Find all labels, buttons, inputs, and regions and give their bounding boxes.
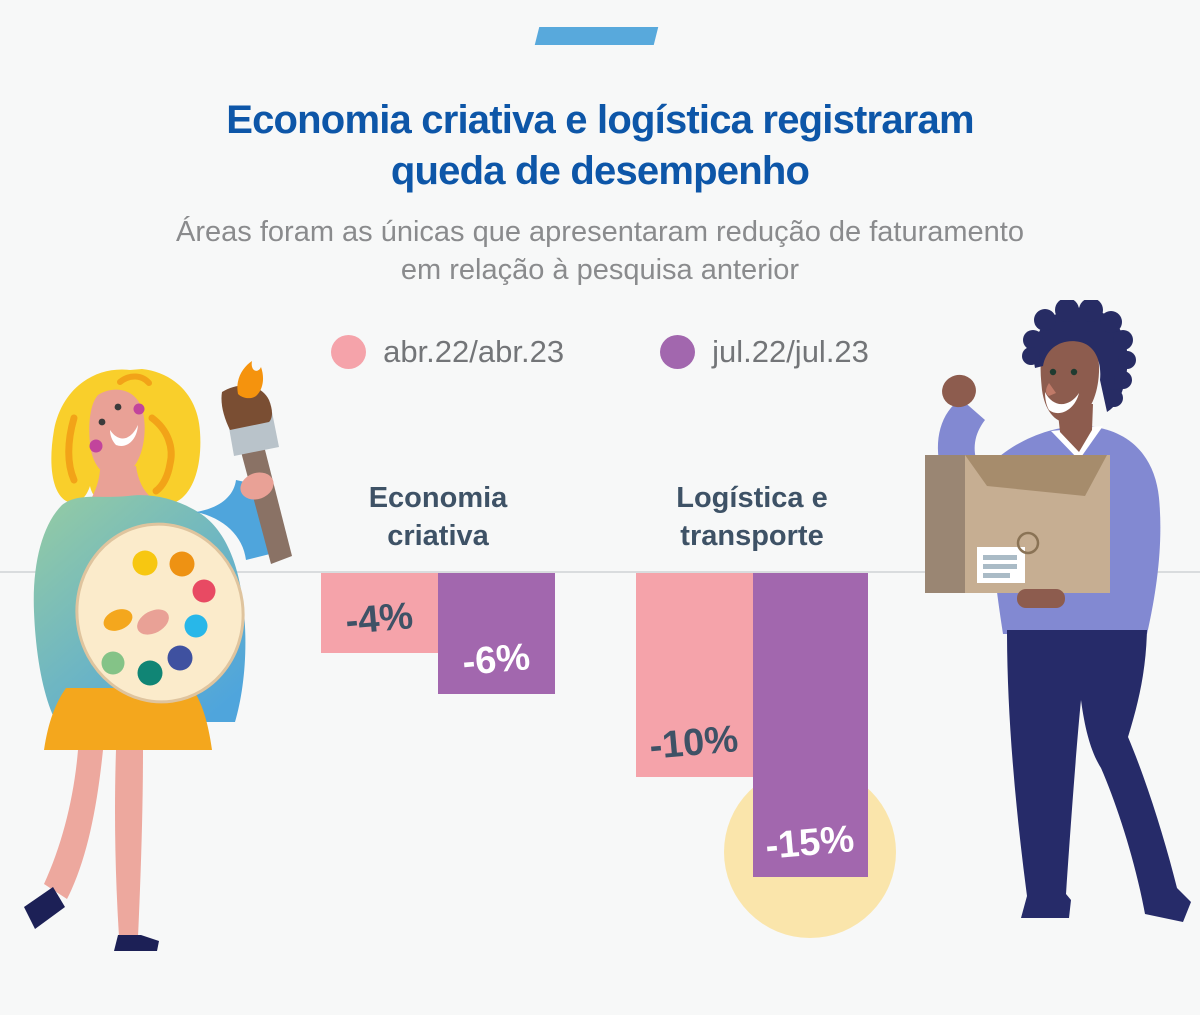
legend-item-jul: jul.22/jul.23 (660, 334, 869, 370)
woman-artist-illustration (24, 361, 292, 951)
man-smile (1045, 392, 1079, 414)
accent-dash (534, 27, 659, 45)
cardboard-box (925, 455, 1110, 593)
paint-dot-yellow (132, 550, 158, 576)
legend-label-jul: jul.22/jul.23 (712, 334, 869, 369)
paint-dot-teal (137, 660, 163, 686)
paintbrush (221, 361, 292, 564)
paint-dot-navy (167, 645, 193, 671)
subtitle-line-1: Áreas foram as únicas que apresentaram r… (176, 216, 1024, 248)
man-holding-hand (1017, 589, 1065, 608)
box-side (925, 455, 965, 593)
woman-earring-icon (89, 439, 103, 453)
group-label-logistica-transporte: Logística e transporte (676, 479, 828, 555)
zero-baseline (0, 571, 1200, 573)
woman-smile (110, 425, 138, 446)
group1-label-line1: Economia (368, 482, 508, 514)
group-label-economia-criativa: Economia criativa (369, 479, 508, 555)
woman-sleeve-cuff (103, 609, 133, 631)
paint-dot-cyan (184, 614, 208, 638)
bar-value-logistica-jul: -15% (763, 818, 856, 868)
bar-economia-abr: -4% (321, 573, 438, 653)
man-eye-icon (1070, 368, 1078, 376)
paintbrush-handle (240, 442, 292, 564)
legend-dot-purple-icon (660, 335, 696, 369)
paint-flame (237, 361, 264, 399)
woman-eye-icon (114, 403, 122, 411)
man-face (1022, 300, 1136, 423)
man-pants (1007, 630, 1191, 922)
bar-value-economia-jul: -6% (460, 636, 532, 684)
woman-skirt (44, 688, 212, 750)
legend-dot-pink-icon (331, 335, 367, 369)
woman-palette-hand (137, 609, 169, 635)
woman-face (89, 389, 152, 501)
bar-value-economia-abr: -4% (343, 595, 415, 643)
man-nose (1046, 383, 1056, 396)
woman-legs (44, 750, 143, 937)
woman-raised-arm (196, 480, 270, 560)
paintbrush-bristles (221, 385, 272, 430)
page-title: Economia criativa e logística registrara… (0, 95, 1200, 197)
subtitle-line-2: em relação à pesquisa anterior (400, 254, 800, 286)
woman-brush-hand (240, 472, 274, 500)
woman-shoes (24, 887, 159, 951)
paint-dot-green (101, 651, 125, 675)
group1-label-line2: criativa (387, 520, 489, 552)
box-hole-icon (1016, 531, 1040, 555)
bar-economia-jul: -6% (438, 573, 555, 694)
bar-logistica-abr: -10% (636, 573, 753, 777)
bar-value-logistica-abr: -10% (647, 718, 740, 768)
man-eye-icon (1049, 368, 1057, 376)
bar-logistica-jul: -15% (753, 573, 868, 877)
title-line-1: Economia criativa e logística registrara… (226, 97, 974, 142)
group2-label-line2: transporte (680, 520, 824, 552)
group2-label-line1: Logística e (676, 482, 828, 514)
box-flap-shadow (965, 455, 1107, 496)
woman-earring-icon (133, 403, 145, 415)
title-line-2: queda de desempenho (390, 148, 810, 193)
man-with-box-illustration (925, 300, 1191, 922)
legend-item-abr: abr.22/abr.23 (331, 334, 564, 370)
paint-dot-orange (169, 551, 195, 577)
chart-legend: abr.22/abr.23 jul.22/jul.23 (0, 334, 1200, 370)
legend-label-abr: abr.22/abr.23 (383, 334, 565, 369)
man-hair (1022, 300, 1136, 412)
page-subtitle: Áreas foram as únicas que apresentaram r… (0, 213, 1200, 289)
paint-dot-red (192, 579, 216, 603)
woman-eye-icon (98, 418, 106, 426)
man-raised-hand (942, 374, 976, 408)
